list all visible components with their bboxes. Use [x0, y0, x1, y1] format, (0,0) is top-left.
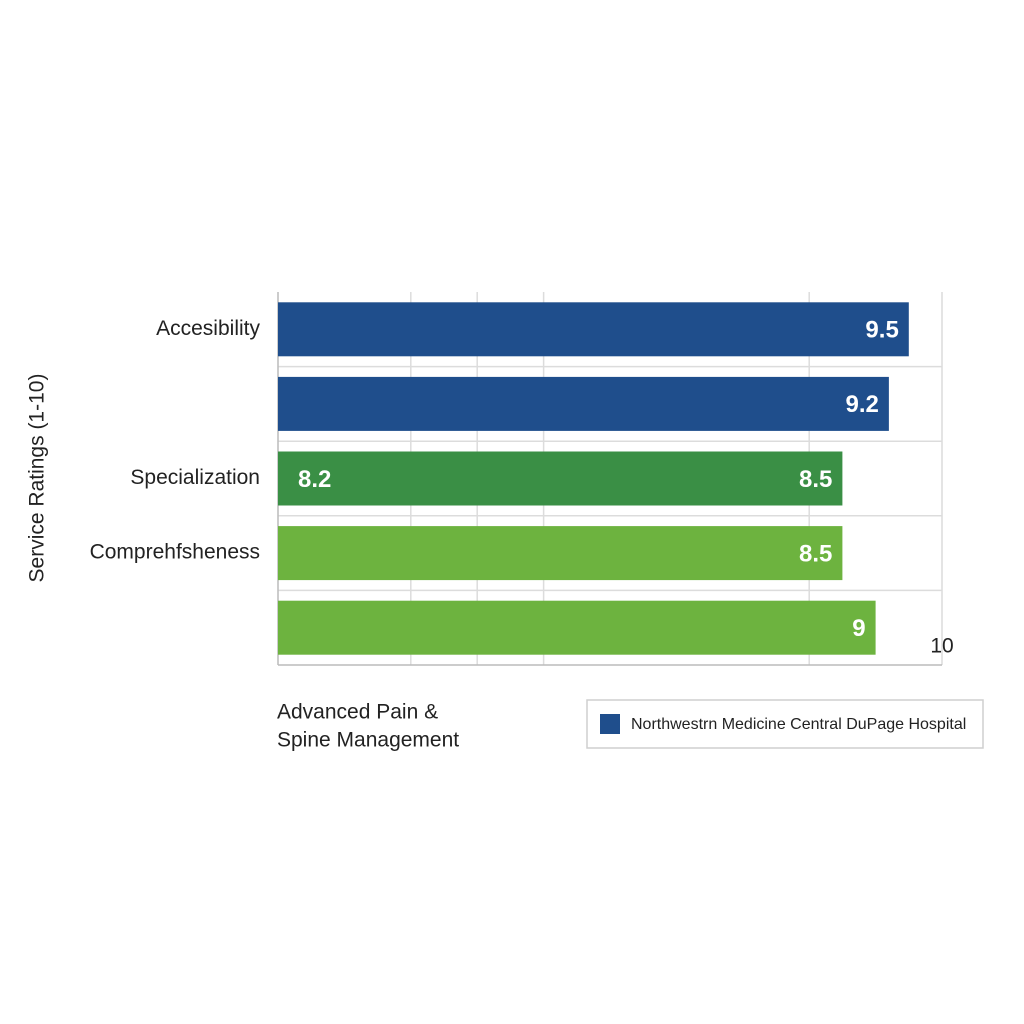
x-tick-label: 10 [930, 635, 953, 658]
note-line: Advanced Pain & [277, 701, 438, 724]
value-label: 9.2 [846, 391, 879, 418]
legend-label: Northwestrn Medicine Central DuPage Hosp… [631, 716, 966, 733]
legend-box [586, 699, 984, 749]
bar [278, 526, 843, 581]
y-axis-label: Service Ratings (1-10) [26, 374, 49, 583]
value-label: 9.5 [865, 317, 898, 344]
value-label: 9 [852, 615, 865, 642]
bar [278, 302, 909, 357]
note-line: Spine Management [277, 729, 459, 752]
y-tick-label: Accesibility [156, 317, 260, 340]
y-tick-label: Comprehfsheness [90, 541, 260, 564]
value-label: 8.5 [799, 540, 832, 567]
legend-swatch [600, 714, 620, 734]
bar [278, 376, 889, 431]
annotation: 8.2 [298, 466, 331, 493]
bar [278, 451, 843, 506]
y-tick-label: Specialization [130, 466, 260, 489]
value-label: 8.5 [799, 466, 832, 493]
bar [278, 600, 876, 655]
